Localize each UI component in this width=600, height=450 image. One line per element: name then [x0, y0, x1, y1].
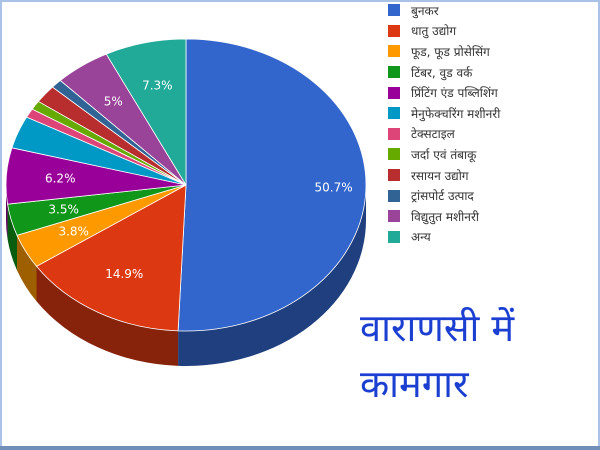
- legend-label: ट्रांसपोर्ट उत्पाद: [411, 189, 474, 204]
- legend-item-11: अन्य: [388, 227, 598, 248]
- legend-item-9: ट्रांसपोर्ट उत्पाद: [388, 185, 598, 206]
- legend-swatch: [388, 107, 400, 120]
- legend-label: टेक्सटाइल: [411, 127, 455, 142]
- pie-side-0: [178, 185, 366, 366]
- pie-data-labels: 50.7% 14.9% 3.8% 3.5% 6.2% 5% 7.3%: [45, 78, 353, 281]
- legend-item-0: बुनकर: [388, 0, 598, 21]
- legend-item-8: रसायन उद्योग: [388, 165, 598, 186]
- slice-value-label-11: 7.3%: [142, 78, 173, 92]
- slice-value-label-4: 6.2%: [45, 172, 76, 186]
- legend-swatch: [388, 4, 400, 17]
- legend-item-10: विद्युतुत मशीनरी: [388, 206, 598, 227]
- legend-label: मेनुफेक्चरिंग मशीनरी: [411, 106, 501, 121]
- legend-item-6: टेक्सटाइल: [388, 124, 598, 145]
- pie-side-1: [36, 266, 179, 366]
- legend-swatch: [388, 189, 400, 202]
- slice-value-label-3: 3.5%: [48, 202, 79, 216]
- legend-swatch: [388, 45, 400, 58]
- legend-label: फूड, फूड प्रोसेसिंग: [411, 44, 490, 59]
- legend-item-5: मेनुफेक्चरिंग मशीनरी: [388, 103, 598, 124]
- pie-slice-11: [105, 38, 187, 187]
- legend-label: जर्दा एवं तंबाकू: [411, 147, 477, 162]
- legend-label: प्रिंटिंग एंड पब्लिशिंग: [411, 86, 498, 101]
- legend-label: धातु उद्योग: [411, 24, 457, 39]
- legend-swatch: [388, 169, 400, 182]
- legend-swatch: [388, 127, 400, 140]
- legend-label: अन्य: [411, 230, 431, 245]
- pie-side-2: [17, 235, 37, 302]
- legend-item-7: जर्दा एवं तंबाकू: [388, 144, 598, 165]
- legend-label: विद्युतुत मशीनरी: [411, 209, 479, 224]
- legend-item-4: प्रिंटिंग एंड पब्लिशिंग: [388, 82, 598, 103]
- legend-swatch: [388, 148, 400, 161]
- slice-value-label-0: 50.7%: [315, 181, 353, 195]
- legend-label: रसायन उद्योग: [411, 168, 469, 183]
- slice-value-label-10: 5%: [104, 95, 123, 109]
- legend-item-2: फूड, फूड प्रोसेसिंग: [388, 41, 598, 62]
- pie-side-3: [7, 204, 18, 271]
- legend-label: टिंबर, वुड वर्क: [411, 65, 473, 80]
- legend-item-1: धातु उद्योग: [388, 21, 598, 42]
- legend-swatch: [388, 210, 400, 223]
- legend-item-3: टिंबर, वुड वर्क: [388, 62, 598, 83]
- pie-slice-1: [35, 184, 187, 332]
- chart-legend: बुनकर धातु उद्योग फूड, फूड प्रोसेसिंग टिंबर…: [388, 0, 598, 247]
- title-line-1: वाराणसी में: [360, 306, 515, 350]
- legend-swatch: [388, 86, 400, 99]
- legend-swatch: [388, 24, 400, 37]
- title-line-2: कामगार: [360, 362, 469, 406]
- pie-slice-0: [177, 38, 367, 332]
- pie-slices: [5, 38, 367, 332]
- legend-label: बुनकर: [411, 3, 439, 18]
- pie-3d-sides: [6, 185, 366, 366]
- slice-value-label-2: 3.8%: [58, 224, 89, 238]
- slice-value-label-1: 14.9%: [105, 267, 143, 281]
- legend-swatch: [388, 230, 400, 243]
- legend-swatch: [388, 66, 400, 79]
- chart-title: वाराणसी में कामगार: [360, 300, 595, 412]
- bottom-strip: [0, 446, 600, 450]
